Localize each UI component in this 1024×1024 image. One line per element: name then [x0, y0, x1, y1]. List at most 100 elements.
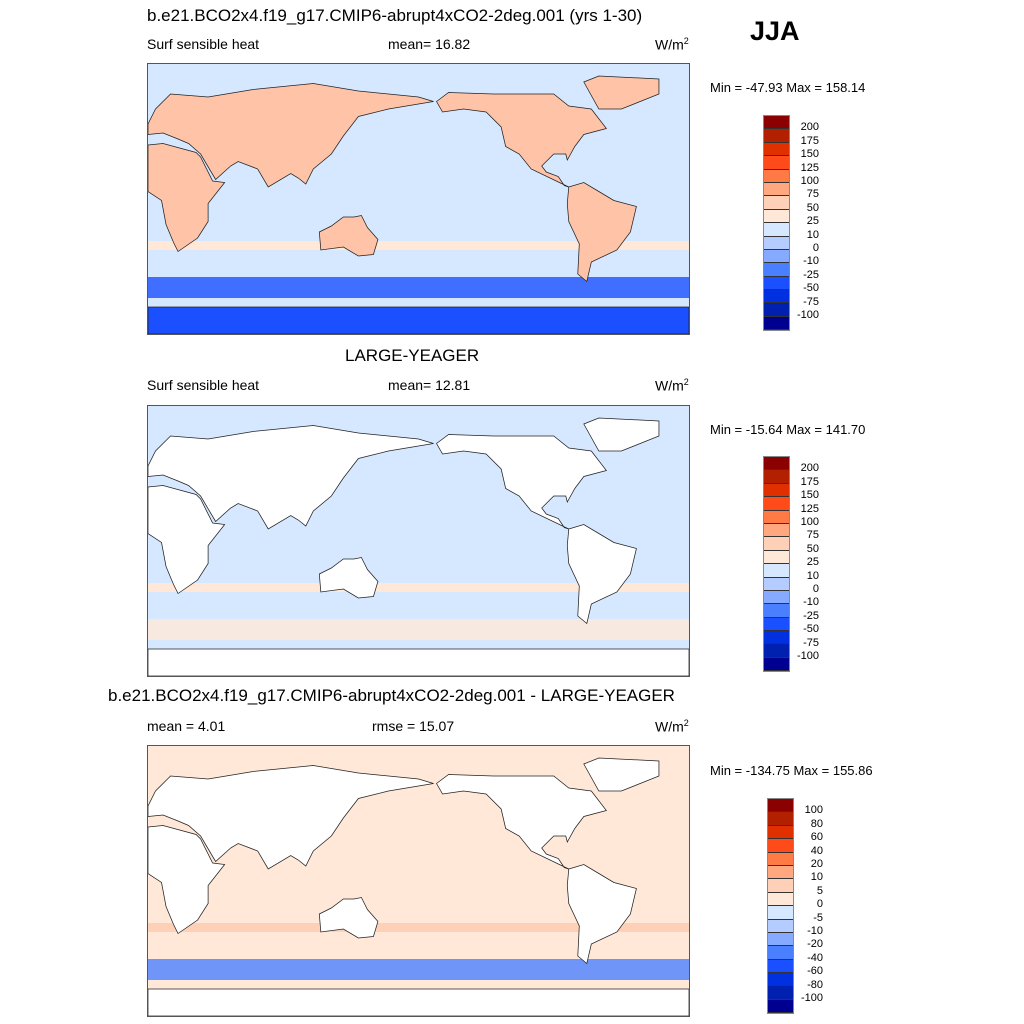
- colorbar-swatch: [764, 276, 789, 291]
- panel-variable: mean = 4.01: [147, 718, 226, 734]
- colorbar-label: -40: [807, 951, 823, 964]
- colorbar-swatch: [764, 617, 789, 632]
- colorbar-label: -25: [803, 609, 819, 622]
- colorbar-swatch: [764, 223, 789, 237]
- colorbar-swatch: [764, 182, 789, 197]
- colorbar-label: 200: [800, 121, 819, 134]
- colorbar-label: -10: [803, 596, 819, 609]
- colorbar-swatch: [764, 196, 789, 210]
- colorbar-label: -50: [803, 623, 819, 636]
- colorbar-label: -100: [796, 650, 819, 662]
- colorbar-swatch: [768, 879, 793, 893]
- colorbar-label: -10: [807, 925, 823, 937]
- season-label: JJA: [750, 16, 800, 46]
- colorbar-label: 200: [800, 462, 819, 475]
- land-antarctica: [148, 988, 689, 1016]
- colorbar-swatch: [764, 537, 789, 551]
- colorbar-label: 25: [806, 215, 819, 228]
- land-eurasia: [148, 83, 434, 188]
- panel-units: W/m2: [655, 373, 689, 394]
- min-max-label: Min = -15.64 Max = 141.70: [710, 422, 866, 437]
- land-samerica: [566, 864, 637, 965]
- land-eurasia: [148, 425, 434, 530]
- colorbar-label: 125: [800, 502, 819, 515]
- colorbar-swatch: [764, 483, 789, 498]
- colorbar-label: 25: [806, 556, 819, 569]
- colorbar-swatch: [764, 497, 789, 511]
- colorbar-label: 10: [806, 569, 819, 582]
- colorbar-label: -50: [803, 282, 819, 295]
- colorbar-swatch: [764, 564, 789, 578]
- colorbar-swatch: [764, 156, 789, 170]
- colorbar-swatch: [764, 303, 789, 317]
- units-exponent: 2: [683, 36, 689, 46]
- colorbar-label: 10: [810, 871, 823, 884]
- colorbar-label: 0: [812, 583, 819, 595]
- colorbar-swatch: [768, 999, 793, 1014]
- colorbar: [767, 798, 794, 1015]
- colorbar-swatch: [764, 590, 789, 605]
- figure-title: b.e21.BCO2x4.f19_g17.CMIP6-abrupt4xCO2-2…: [147, 6, 643, 25]
- panel-variable: Surf sensible heat: [147, 36, 260, 52]
- colorbar-swatch: [768, 986, 793, 1000]
- land-greenland: [583, 75, 660, 110]
- colorbar-swatch: [768, 825, 793, 840]
- land-africa: [148, 825, 226, 935]
- colorbar-label: 100: [800, 516, 819, 528]
- subtropical-band: [148, 241, 689, 250]
- colorbar-label: -75: [803, 636, 819, 649]
- map-panel: [147, 63, 690, 335]
- colorbar-swatch: [764, 604, 789, 618]
- colorbar-label: 60: [810, 831, 823, 844]
- land-namerica: [436, 434, 607, 530]
- colorbar-swatch: [764, 316, 789, 331]
- colorbar-label: -5: [813, 911, 823, 924]
- colorbar: [763, 115, 790, 332]
- units-exponent: 2: [683, 718, 689, 728]
- colorbar: [763, 456, 790, 673]
- colorbar-swatch: [764, 644, 789, 658]
- southern-ocean-band: [148, 619, 689, 640]
- colorbar-label: -100: [796, 309, 819, 321]
- map-panel: [147, 405, 690, 677]
- colorbar-swatch: [764, 457, 789, 471]
- colorbar-swatch: [764, 523, 789, 538]
- colorbar-label: -10: [803, 255, 819, 268]
- colorbar-swatch: [764, 657, 789, 672]
- land-greenland: [583, 417, 660, 452]
- panel-stat: mean= 16.82: [388, 36, 471, 52]
- colorbar-swatch: [764, 631, 789, 645]
- colorbar-label: 75: [806, 529, 819, 542]
- colorbar-label: -75: [803, 295, 819, 308]
- colorbar-swatch: [768, 906, 793, 920]
- colorbar-label: 75: [806, 188, 819, 201]
- colorbar-swatch: [764, 129, 789, 143]
- colorbar-label: 125: [800, 161, 819, 174]
- colorbar-swatch: [764, 577, 789, 591]
- colorbar-label: 0: [812, 242, 819, 254]
- land-australia: [318, 897, 379, 939]
- panel-stat: rmse = 15.07: [372, 718, 455, 734]
- land-australia: [318, 215, 379, 257]
- land-antarctica: [148, 648, 689, 676]
- colorbar-swatch: [768, 973, 793, 987]
- land-samerica: [566, 524, 637, 625]
- colorbar-label: 100: [800, 175, 819, 187]
- colorbar-swatch: [764, 470, 789, 484]
- panel-units: W/m2: [655, 32, 689, 53]
- panel-units: W/m2: [655, 714, 689, 735]
- colorbar-label: 20: [810, 858, 823, 870]
- map-panel: [147, 745, 690, 1017]
- colorbar-swatch: [768, 959, 793, 974]
- colorbar-label: 175: [800, 475, 819, 488]
- southern-ocean-band: [148, 959, 689, 980]
- colorbar-label: -60: [807, 965, 823, 978]
- colorbar-label: 10: [806, 228, 819, 241]
- colorbar-swatch: [768, 892, 793, 907]
- southern-ocean-band: [148, 277, 689, 298]
- colorbar-label: 40: [810, 844, 823, 857]
- units-text: W/m: [655, 718, 684, 735]
- colorbar-swatch: [768, 812, 793, 826]
- colorbar-swatch: [764, 263, 789, 277]
- colorbar-label: 0: [816, 898, 823, 911]
